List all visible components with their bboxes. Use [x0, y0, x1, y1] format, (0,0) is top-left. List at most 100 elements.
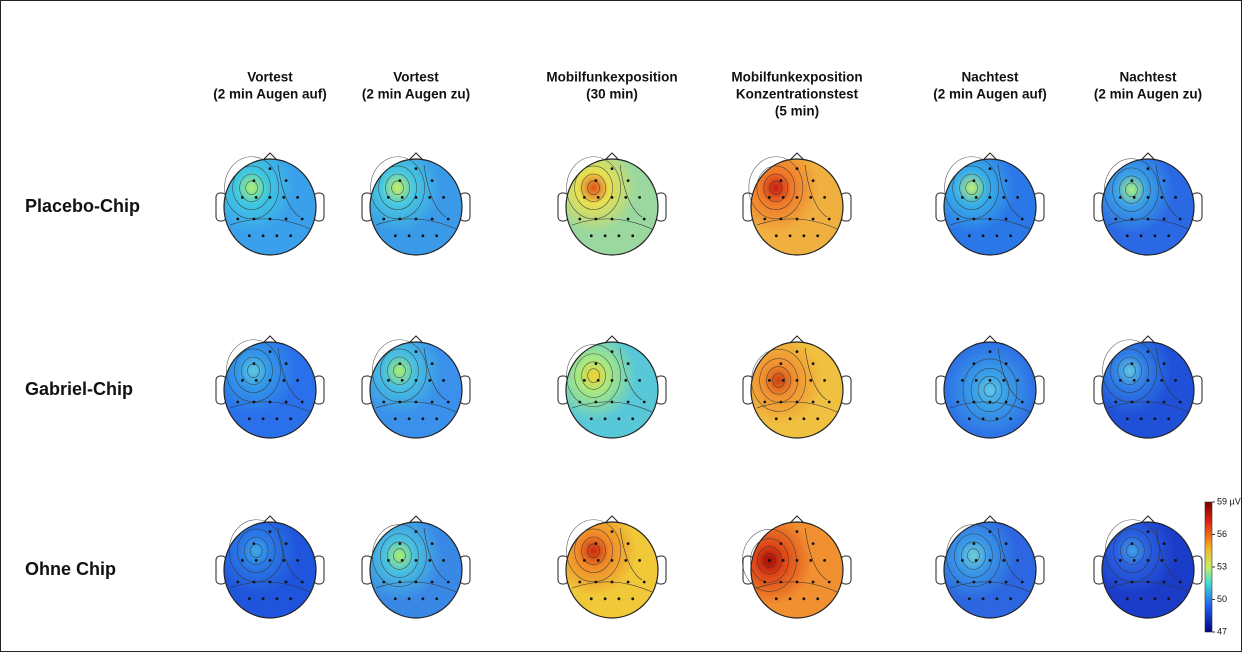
contour: [277, 164, 301, 218]
electrode: [1004, 179, 1008, 183]
contour: [1155, 164, 1179, 218]
electrode: [795, 167, 799, 171]
electrode: [802, 417, 806, 421]
electrode: [414, 400, 418, 404]
electrode: [268, 196, 272, 199]
electrode: [414, 217, 418, 221]
electrode: [631, 597, 635, 601]
electrode: [268, 217, 272, 221]
electrode: [624, 379, 628, 382]
electrode: [414, 580, 418, 584]
column-header: (2 min Augen zu): [362, 87, 470, 102]
electrode: [1160, 379, 1164, 382]
electrode: [774, 234, 778, 238]
nose: [788, 515, 806, 525]
electrode: [1004, 580, 1008, 584]
electrode: [268, 580, 272, 584]
colorbar-label: 47: [1217, 626, 1227, 636]
electrode: [407, 597, 411, 601]
contour: [587, 180, 600, 196]
electrode: [617, 597, 621, 601]
electrode: [414, 559, 418, 562]
contour: [224, 156, 279, 220]
electrode: [626, 400, 630, 404]
contour: [581, 536, 606, 565]
electrode: [578, 217, 582, 221]
electrode: [988, 400, 992, 404]
electrode: [421, 234, 425, 238]
head-map: [742, 515, 852, 619]
column-header: (2 min Augen auf): [213, 87, 327, 102]
contour: [234, 348, 273, 393]
nose: [1139, 335, 1157, 345]
contour: [750, 538, 789, 583]
electrode: [241, 196, 244, 199]
electrode: [626, 179, 630, 183]
head-map: [215, 152, 325, 256]
contour: [1123, 363, 1136, 378]
electrode: [1139, 417, 1143, 421]
scalp: [565, 341, 659, 439]
electrode: [398, 362, 402, 365]
electrode: [268, 350, 272, 353]
electrode: [414, 350, 418, 353]
electrode: [1009, 417, 1013, 421]
contour: [236, 528, 276, 573]
electrode: [974, 379, 978, 382]
electrode: [1146, 580, 1150, 584]
scalp: [565, 158, 659, 256]
electrode: [624, 196, 628, 199]
electrode: [247, 234, 251, 238]
head-map: [557, 335, 667, 439]
contour: [370, 156, 425, 220]
electrode: [1153, 597, 1157, 601]
contour: [961, 541, 986, 570]
head-map: [935, 335, 1045, 439]
contour: [380, 533, 419, 578]
contour: [1119, 175, 1144, 204]
electrode: [261, 597, 265, 601]
contour: [619, 527, 643, 581]
contour: [1155, 347, 1179, 401]
contour: [1113, 528, 1152, 573]
electrode: [642, 217, 646, 221]
electrode: [972, 217, 976, 221]
electrode: [430, 217, 434, 221]
electrode: [430, 362, 434, 365]
electrode: [610, 580, 614, 584]
electrode: [268, 379, 272, 382]
electrode: [988, 379, 992, 382]
electrode: [1004, 362, 1008, 365]
electrode: [1178, 217, 1182, 221]
electrode: [1146, 350, 1150, 353]
electrode: [763, 580, 767, 584]
electrode: [300, 400, 304, 404]
electrode: [610, 196, 614, 199]
contour: [1117, 356, 1142, 385]
electrode: [1114, 580, 1118, 584]
electrode: [795, 559, 799, 562]
electrode: [236, 217, 240, 221]
contour: [751, 349, 806, 412]
nose: [603, 515, 621, 525]
electrode: [795, 217, 799, 221]
contour: [965, 180, 978, 196]
electrode: [988, 196, 992, 199]
scalp: [369, 158, 463, 256]
electrode: [252, 580, 256, 584]
electrode: [1009, 597, 1013, 601]
electrode: [275, 234, 279, 238]
contour: [763, 553, 776, 568]
electrode: [596, 196, 600, 199]
electrode: [428, 379, 432, 382]
electrode: [795, 379, 799, 382]
electrode: [995, 234, 999, 238]
electrode: [236, 580, 240, 584]
contour: [574, 165, 613, 210]
electrode: [1139, 597, 1143, 601]
electrode: [961, 196, 964, 199]
electrode: [1162, 362, 1166, 365]
electrode: [995, 417, 999, 421]
electrode: [1130, 542, 1134, 545]
scalp: [223, 158, 317, 256]
